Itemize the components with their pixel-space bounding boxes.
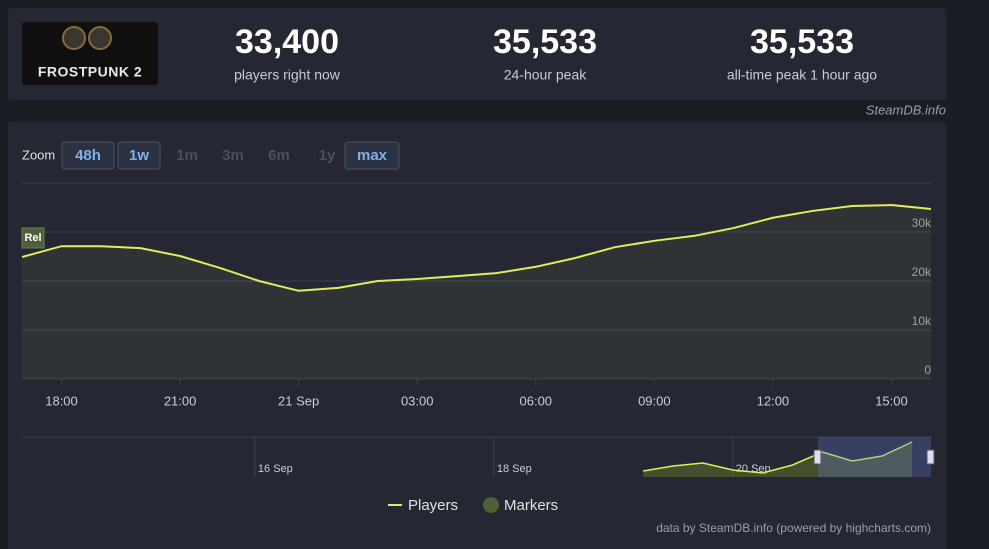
stat-value: 35,533 [750, 23, 854, 61]
line [21, 204, 932, 292]
navigator-window[interactable] [818, 437, 931, 477]
stat-label: 24-hour peak [504, 67, 588, 83]
stat-value: 35,533 [493, 23, 597, 61]
credits: data by SteamDB.info (powered by highcha… [656, 521, 931, 535]
x-tick-label: 21 Sep [278, 393, 319, 408]
zoom-button[interactable] [344, 141, 400, 170]
stat-label: all-time peak 1 hour ago [727, 67, 877, 83]
y-tick-label: 0 [924, 363, 931, 377]
zoom-button[interactable] [61, 141, 115, 170]
x-tick-label: 03:00 [401, 393, 434, 408]
x-tick-label: 15:00 [875, 393, 908, 408]
navigator-area [643, 442, 912, 477]
line-area [22, 205, 931, 379]
x-tick-label: 12:00 [757, 393, 790, 408]
navigator-tick-label: 16 Sep [258, 463, 293, 475]
legend-label[interactable]: Markers [504, 497, 558, 514]
navigator-tick-label: 18 Sep [497, 463, 532, 475]
y-tick-label: 20k [912, 265, 932, 279]
logo [22, 22, 158, 85]
flag-label: Rel [24, 232, 41, 244]
zoom-button-label: 3m [222, 147, 244, 164]
zoom-button-label[interactable]: 48h [75, 147, 101, 164]
legend-swatch[interactable] [483, 497, 499, 513]
y-tick-label: 30k [912, 216, 932, 230]
x-tick-label: 18:00 [45, 393, 78, 408]
logo-goggle [88, 26, 112, 50]
navigator-handle[interactable] [813, 449, 822, 465]
stat-label: players right now [234, 67, 341, 83]
zoom-button-label[interactable]: 1w [129, 147, 149, 164]
x-tick-label: 09:00 [638, 393, 671, 408]
x-tick-label: 06:00 [520, 393, 553, 408]
legend-label[interactable]: Players [408, 497, 458, 514]
zoom-label: Zoom [22, 147, 55, 162]
zoom-button-label: 1y [319, 147, 336, 164]
zoom-button[interactable] [117, 141, 161, 170]
zoom-button-label: 1m [176, 147, 198, 164]
stat-value: 33,400 [235, 23, 339, 61]
zoom-button-label[interactable]: max [357, 147, 388, 164]
navigator-handle[interactable] [926, 449, 935, 465]
flag [21, 227, 45, 249]
stats-panel [8, 8, 946, 100]
navigator-line [643, 441, 913, 474]
source: SteamDB.info [866, 102, 946, 117]
logo-text: FROSTPUNK 2 [38, 64, 142, 80]
y-tick-label: 10k [912, 314, 932, 328]
x-tick-label: 21:00 [164, 393, 197, 408]
chart-panel [8, 122, 946, 549]
logo-goggle [62, 26, 86, 50]
zoom-button-label: 6m [268, 147, 290, 164]
